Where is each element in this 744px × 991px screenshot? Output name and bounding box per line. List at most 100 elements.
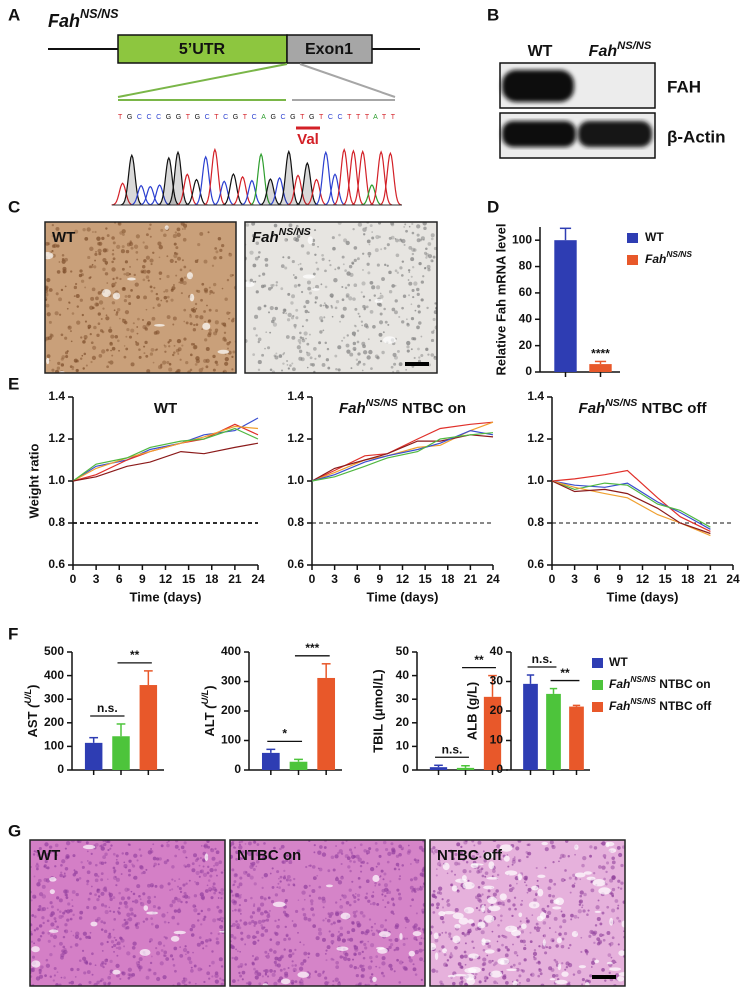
x-tick-label: 15 (658, 572, 672, 586)
cell-nucleus (351, 331, 356, 336)
cell-nucleus (584, 949, 588, 953)
cell-nucleus (158, 245, 163, 250)
cell-nucleus (333, 277, 338, 283)
cell-nucleus (97, 291, 102, 295)
cell-nucleus (318, 316, 324, 321)
cell-nucleus (84, 286, 87, 289)
tissue-gap (45, 252, 54, 260)
cell-nucleus (551, 939, 555, 942)
cell-nucleus (375, 848, 379, 852)
cell-nucleus (30, 933, 33, 936)
cell-nucleus (379, 875, 382, 877)
cell-nucleus (574, 876, 577, 879)
cell-nucleus (313, 347, 317, 351)
cell-nucleus (415, 912, 418, 915)
x-tick-label: 21 (464, 572, 478, 586)
chart-title: WT (154, 400, 177, 417)
cell-nucleus (75, 878, 80, 882)
cell-nucleus (193, 323, 196, 327)
cell-nucleus (138, 960, 141, 963)
cell-nucleus (116, 941, 121, 946)
cell-nucleus (515, 979, 519, 982)
cell-nucleus (76, 320, 81, 325)
cell-nucleus (52, 979, 55, 982)
cell-nucleus (306, 232, 309, 235)
cell-nucleus (614, 961, 617, 964)
cell-nucleus (154, 924, 160, 929)
cell-nucleus (162, 975, 167, 980)
cell-nucleus (337, 266, 341, 270)
cell-nucleus (341, 339, 344, 342)
cell-nucleus (151, 316, 156, 321)
cell-nucleus (362, 964, 365, 968)
cell-nucleus (219, 977, 222, 980)
cell-nucleus (324, 285, 328, 289)
cell-nucleus (321, 253, 324, 257)
cell-nucleus (63, 889, 68, 894)
cell-nucleus (71, 312, 75, 315)
cell-nucleus (114, 281, 117, 284)
cell-nucleus (347, 938, 350, 941)
cell-nucleus (460, 845, 463, 848)
cell-nucleus (228, 311, 231, 314)
cell-nucleus (454, 852, 458, 856)
cell-nucleus (354, 325, 357, 328)
tissue-gap (146, 911, 159, 915)
chromatogram-peak (148, 184, 171, 206)
cell-nucleus (195, 323, 199, 326)
cell-nucleus (611, 875, 616, 880)
bar (289, 761, 308, 770)
cell-nucleus (253, 967, 256, 971)
cell-nucleus (386, 860, 390, 864)
cell-nucleus (476, 851, 480, 856)
cell-nucleus (48, 845, 53, 849)
cell-nucleus (138, 848, 142, 851)
cell-nucleus (164, 954, 167, 958)
cell-nucleus (90, 341, 94, 345)
cell-nucleus (214, 360, 218, 364)
cell-nucleus (185, 856, 187, 859)
cell-nucleus (391, 307, 396, 312)
chromatogram-peak (360, 184, 383, 206)
cell-nucleus (173, 253, 178, 259)
cell-nucleus (181, 259, 184, 262)
cell-nucleus (379, 294, 384, 299)
cell-nucleus (611, 860, 616, 865)
cell-nucleus (450, 884, 453, 887)
cell-nucleus (156, 976, 161, 982)
cell-nucleus (436, 861, 442, 867)
cell-nucleus (578, 900, 582, 904)
cell-nucleus (143, 352, 146, 355)
cell-nucleus (231, 355, 234, 358)
cell-nucleus (63, 976, 66, 979)
bar (139, 685, 158, 770)
cell-nucleus (257, 255, 261, 259)
cell-nucleus (611, 887, 616, 892)
cell-nucleus (337, 880, 343, 885)
cell-nucleus (111, 267, 116, 272)
cell-nucleus (261, 855, 267, 861)
cell-nucleus (240, 937, 244, 941)
cell-nucleus (325, 959, 328, 962)
series-line (72, 423, 259, 482)
cell-nucleus (348, 888, 352, 892)
cell-nucleus (33, 915, 37, 919)
cell-nucleus (287, 883, 291, 887)
cell-nucleus (271, 316, 277, 321)
cell-nucleus (194, 881, 196, 883)
cell-nucleus (284, 266, 288, 270)
cell-nucleus (35, 850, 39, 854)
cell-nucleus (100, 878, 104, 882)
cell-nucleus (375, 234, 380, 240)
cell-nucleus (148, 227, 151, 231)
cell-nucleus (414, 973, 418, 976)
tissue-gap (531, 885, 539, 891)
cell-nucleus (334, 268, 337, 271)
cell-nucleus (382, 840, 387, 845)
cell-nucleus (605, 883, 608, 886)
cell-nucleus (326, 918, 331, 923)
cell-nucleus (273, 223, 278, 228)
cell-nucleus (526, 920, 529, 923)
cell-nucleus (601, 911, 605, 915)
cell-nucleus (62, 270, 66, 274)
